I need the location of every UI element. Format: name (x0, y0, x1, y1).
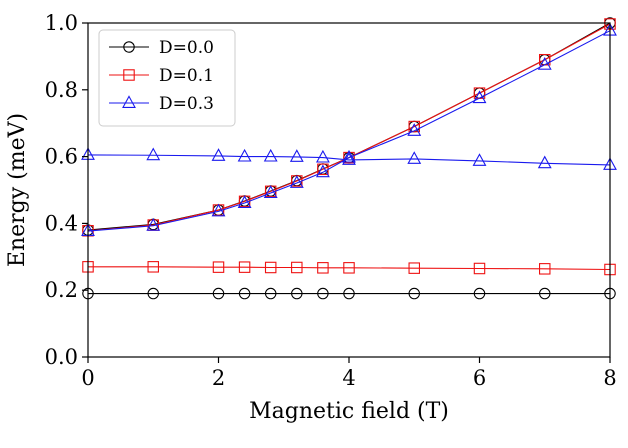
data-point-D=0.3 (263, 185, 278, 198)
data-point-D=0.1 (264, 261, 277, 274)
y-axis-label: Energy (meV) (5, 113, 30, 267)
legend-item: D=0.1 (109, 66, 214, 86)
data-point-D=0.1 (538, 263, 551, 275)
data-point-D=0.3 (472, 90, 487, 104)
legend-item: D=0.3 (109, 94, 214, 114)
data-point-D=0.1 (212, 261, 225, 273)
data-point-D=0.3 (211, 203, 226, 217)
data-point-D=0.3 (537, 57, 552, 70)
legend-marker (122, 95, 136, 108)
data-point-D=0.0 (317, 287, 329, 300)
data-point-D=0.1 (473, 262, 486, 275)
y-tick-label: 1.0 (45, 11, 78, 35)
legend-label: D=0.3 (159, 94, 214, 114)
data-point-D=0.3 (289, 149, 304, 162)
x-axis-label: Magnetic field (T) (249, 399, 449, 424)
series-line-D=0.1-branch-1 (87, 23, 611, 232)
data-point-D=0.0 (212, 287, 225, 300)
data-point-D=0.0 (473, 287, 486, 300)
x-tick-label: 4 (342, 366, 355, 390)
x-tick-label: 0 (81, 366, 94, 390)
data-point-D=0.0 (264, 287, 277, 300)
series-line-D=0.3-branch-0 (87, 154, 611, 166)
y-tick-label: 0.8 (45, 78, 78, 102)
data-point-D=0.1 (291, 261, 303, 274)
series-line-D=0.3-branch-1 (87, 30, 611, 232)
data-point-D=0.0 (408, 287, 420, 300)
legend-label: D=0.1 (159, 66, 214, 86)
data-point-D=0.3 (342, 149, 356, 163)
data-point-D=0.3 (237, 195, 252, 208)
data-point-D=0.3 (407, 151, 422, 164)
y-tick-label: 0.0 (45, 345, 78, 369)
data-point-D=0.1 (343, 262, 355, 274)
y-tick-label: 0.6 (45, 145, 78, 169)
legend-marker (123, 41, 135, 53)
y-tick-label: 0.4 (45, 211, 78, 235)
data-point-D=0.3 (211, 148, 226, 161)
data-point-D=0.1 (238, 261, 251, 273)
data-point-D=0.3 (263, 148, 278, 162)
data-point-D=0.0 (538, 287, 551, 300)
legend-item: D=0.0 (109, 38, 214, 58)
data-point-D=0.1 (317, 262, 329, 274)
data-point-D=0.3 (315, 149, 330, 163)
legend: D=0.0 D=0.1 D=0.3 (98, 29, 236, 127)
legend-marker (123, 69, 135, 81)
legend-label: D=0.0 (159, 38, 214, 58)
data-point-D=0.3 (146, 147, 161, 161)
series-line-D=0.1-branch-0 (88, 266, 611, 271)
data-point-D=0.1 (408, 120, 420, 133)
data-point-D=0.3 (315, 164, 330, 178)
data-point-D=0.0 (291, 287, 303, 300)
data-point-D=0.1 (408, 262, 420, 274)
data-point-D=0.3 (237, 148, 252, 162)
y-tick-label: 0.2 (45, 278, 78, 302)
data-point-D=0.1 (147, 261, 160, 273)
x-tick-label: 6 (473, 366, 486, 390)
data-point-D=0.3 (289, 175, 304, 188)
series-D=0.3 (81, 22, 617, 237)
data-point-D=0.0 (343, 287, 355, 300)
data-point-D=0.0 (147, 287, 160, 300)
data-point-D=0.3 (537, 155, 552, 169)
axes-layer: 0 2 4 6 8 0.0 0.2 0.4 0.6 0.8 1.0 (45, 11, 617, 390)
data-point-D=0.3 (146, 217, 161, 231)
data-point-D=0.3 (407, 123, 422, 136)
series-layer (81, 17, 617, 300)
data-point-D=0.3 (472, 153, 487, 166)
legend-box (98, 29, 236, 127)
x-tick-label: 8 (603, 366, 616, 390)
x-tick-label: 2 (212, 366, 225, 390)
data-point-D=0.0 (238, 287, 251, 300)
series-D=0.1 (82, 18, 616, 276)
